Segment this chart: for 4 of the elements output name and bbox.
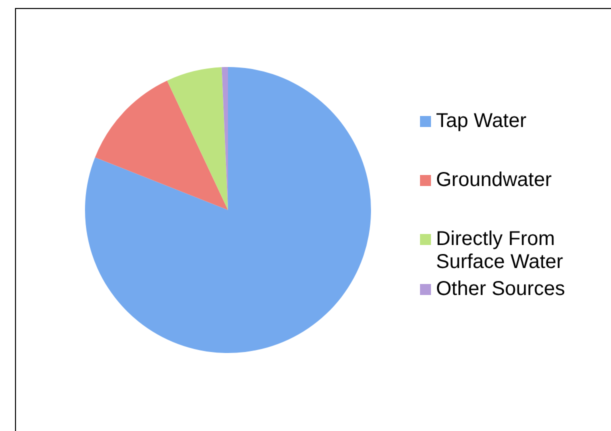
legend-label: Tap Water bbox=[436, 110, 526, 133]
legend-label: Other Sources bbox=[436, 278, 565, 301]
legend-label: Groundwater bbox=[436, 169, 552, 192]
legend-label: Directly From Surface Water bbox=[436, 228, 564, 274]
